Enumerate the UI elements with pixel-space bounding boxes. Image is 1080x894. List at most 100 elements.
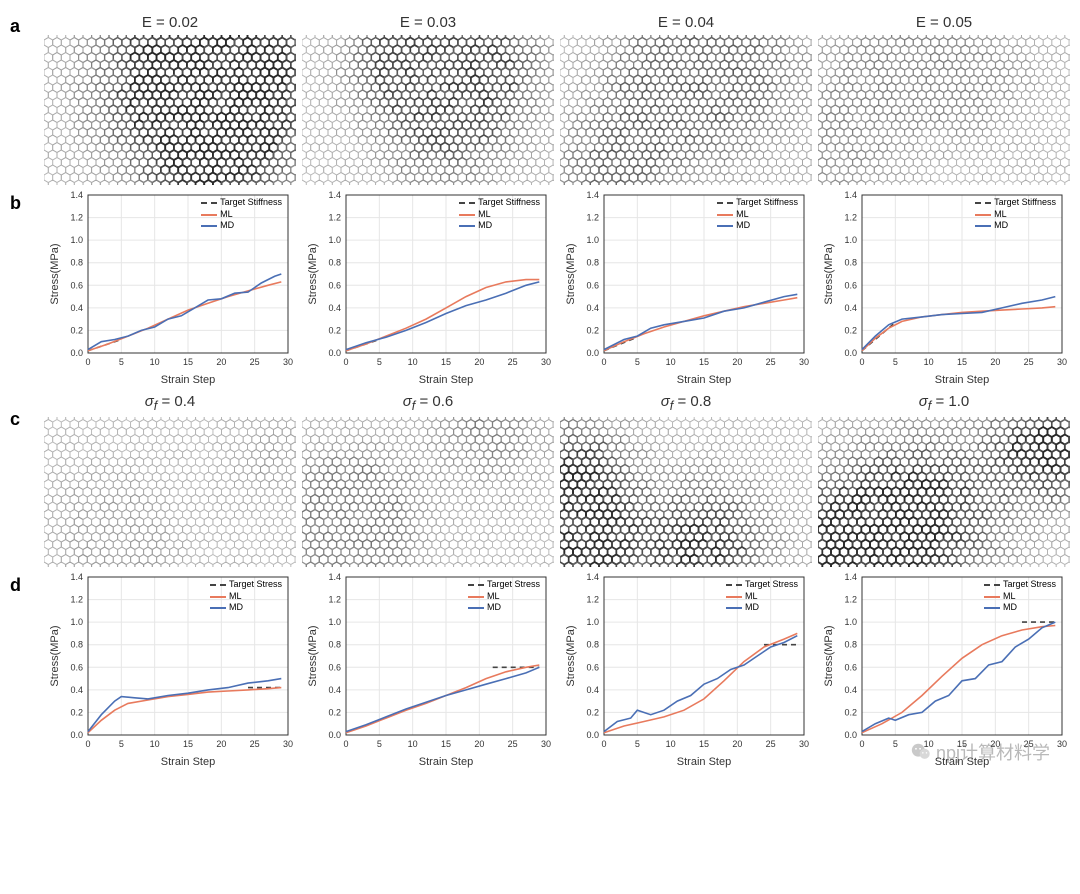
row-c-label: c <box>10 389 38 567</box>
svg-text:15: 15 <box>183 357 193 367</box>
row-a-col-1: E = 0.03 <box>302 10 554 185</box>
svg-text:30: 30 <box>1057 357 1067 367</box>
svg-text:25: 25 <box>766 357 776 367</box>
svg-text:1.0: 1.0 <box>328 235 341 245</box>
chart-b2: 0.00.20.40.60.81.01.21.4051015202530Stre… <box>560 187 812 387</box>
svg-text:0.2: 0.2 <box>328 325 341 335</box>
chart-b0: 0.0 0.2 0.4 0.6 0.8 1.0 1.2 1.4 0 5 10 15 20 25 30 Stre… <box>44 187 296 387</box>
svg-text:0: 0 <box>85 357 90 367</box>
svg-text:0.4: 0.4 <box>586 303 599 313</box>
svg-text:Stress(MPa): Stress(MPa) <box>565 243 577 304</box>
svg-text:25: 25 <box>1024 357 1034 367</box>
hex-panel-a3 <box>818 35 1070 185</box>
watermark-text: npj计算材料学 <box>936 739 1050 765</box>
svg-text:10: 10 <box>408 357 418 367</box>
chart-b1: 0.00.20.40.60.81.01.21.4051015202530Stre… <box>302 187 554 387</box>
svg-text:1.2: 1.2 <box>844 213 857 223</box>
svg-text:Strain Step: Strain Step <box>935 374 989 386</box>
row-c-col-3: σf = 1.0 <box>818 389 1070 567</box>
svg-text:1.4: 1.4 <box>328 190 341 200</box>
svg-text:20: 20 <box>216 357 226 367</box>
hex-panel-c0 <box>44 417 296 567</box>
panel-c3-title: σf = 1.0 <box>818 389 1070 417</box>
chart-d1: 0.00.20.40.60.81.01.21.4051015202530Stre… <box>302 569 554 769</box>
row-a-col-3: E = 0.05 <box>818 10 1070 185</box>
svg-text:0.2: 0.2 <box>586 325 599 335</box>
svg-text:1.4: 1.4 <box>844 190 857 200</box>
panel-a2-title: E = 0.04 <box>560 10 812 35</box>
row-c-col-2: σf = 0.8 <box>560 389 812 567</box>
svg-text:20: 20 <box>990 357 1000 367</box>
svg-text:30: 30 <box>799 357 809 367</box>
chart-d2: 0.00.20.40.60.81.01.21.4051015202530Stre… <box>560 569 812 769</box>
svg-text:25: 25 <box>508 357 518 367</box>
svg-text:Strain Step: Strain Step <box>161 374 215 386</box>
svg-text:1.0: 1.0 <box>586 235 599 245</box>
svg-text:0.0: 0.0 <box>844 348 857 358</box>
svg-text:0: 0 <box>343 357 348 367</box>
svg-text:1.4: 1.4 <box>70 190 83 200</box>
svg-text:0.8: 0.8 <box>844 258 857 268</box>
svg-text:0.6: 0.6 <box>70 280 83 290</box>
svg-text:5: 5 <box>377 357 382 367</box>
svg-text:0.8: 0.8 <box>328 258 341 268</box>
svg-text:0.0: 0.0 <box>328 348 341 358</box>
figure-grid: a E = 0.02 E = 0.03 E = 0.04 E = 0.05 b … <box>10 10 1070 773</box>
panel-c0-title: σf = 0.4 <box>44 389 296 417</box>
svg-text:30: 30 <box>541 357 551 367</box>
row-c-col-0: σf = 0.4 <box>44 389 296 567</box>
svg-text:0: 0 <box>859 357 864 367</box>
hex-panel-a2 <box>560 35 812 185</box>
svg-text:0.6: 0.6 <box>844 280 857 290</box>
row-b-label: b <box>10 187 38 387</box>
svg-text:15: 15 <box>957 357 967 367</box>
svg-text:1.0: 1.0 <box>844 235 857 245</box>
svg-text:20: 20 <box>732 357 742 367</box>
hex-panel-c2 <box>560 417 812 567</box>
panel-c2-title: σf = 0.8 <box>560 389 812 417</box>
panel-c1-title: σf = 0.6 <box>302 389 554 417</box>
svg-text:30: 30 <box>283 357 293 367</box>
svg-text:10: 10 <box>924 357 934 367</box>
row-a-col-2: E = 0.04 <box>560 10 812 185</box>
svg-text:1.0: 1.0 <box>70 235 83 245</box>
panel-a1-title: E = 0.03 <box>302 10 554 35</box>
svg-text:20: 20 <box>474 357 484 367</box>
hex-panel-a0 <box>44 35 296 185</box>
row-a-label: a <box>10 10 38 185</box>
svg-text:0.0: 0.0 <box>586 348 599 358</box>
svg-text:1.2: 1.2 <box>328 213 341 223</box>
panel-a0-title: E = 0.02 <box>44 10 296 35</box>
row-d-label: d <box>10 569 38 769</box>
svg-text:15: 15 <box>699 357 709 367</box>
svg-text:10: 10 <box>666 357 676 367</box>
svg-text:5: 5 <box>635 357 640 367</box>
svg-text:Stress(MPa): Stress(MPa) <box>49 243 61 304</box>
svg-text:Stress(MPa): Stress(MPa) <box>307 243 319 304</box>
svg-text:0.2: 0.2 <box>70 325 83 335</box>
svg-text:0.4: 0.4 <box>844 303 857 313</box>
svg-text:25: 25 <box>250 357 260 367</box>
svg-text:10: 10 <box>150 357 160 367</box>
svg-text:0.6: 0.6 <box>328 280 341 290</box>
svg-text:0.6: 0.6 <box>586 280 599 290</box>
chart-d0: 0.00.20.40.60.81.01.21.4051015202530Stre… <box>44 569 296 769</box>
svg-text:0: 0 <box>601 357 606 367</box>
svg-text:0.4: 0.4 <box>70 303 83 313</box>
svg-text:0.8: 0.8 <box>70 258 83 268</box>
hex-panel-a1 <box>302 35 554 185</box>
row-c-col-1: σf = 0.6 <box>302 389 554 567</box>
svg-text:5: 5 <box>119 357 124 367</box>
panel-a3-title: E = 0.05 <box>818 10 1070 35</box>
svg-text:1.2: 1.2 <box>586 213 599 223</box>
hex-panel-c1 <box>302 417 554 567</box>
svg-text:5: 5 <box>893 357 898 367</box>
svg-text:0.2: 0.2 <box>844 325 857 335</box>
svg-text:1.2: 1.2 <box>70 213 83 223</box>
svg-text:Strain Step: Strain Step <box>677 374 731 386</box>
svg-text:0.4: 0.4 <box>328 303 341 313</box>
row-a-col-0: E = 0.02 <box>44 10 296 185</box>
hex-panel-c3 <box>818 417 1070 567</box>
svg-text:1.4: 1.4 <box>586 190 599 200</box>
svg-text:0.0: 0.0 <box>70 348 83 358</box>
